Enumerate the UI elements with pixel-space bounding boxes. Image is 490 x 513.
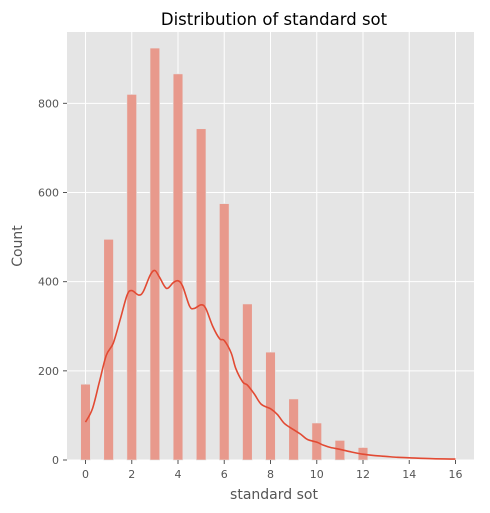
y-tick-label: 0 — [52, 454, 59, 467]
histogram-bar — [196, 129, 206, 460]
histogram-bar — [173, 74, 183, 460]
histogram-bar — [127, 94, 137, 460]
histogram-bar — [150, 48, 160, 460]
histogram-bar — [243, 304, 253, 460]
y-tick-label: 400 — [38, 276, 59, 289]
x-tick-label: 10 — [310, 468, 324, 481]
x-tick-label: 0 — [82, 468, 89, 481]
x-axis-label: standard sot — [230, 487, 318, 503]
histogram-bar — [81, 384, 91, 460]
chart-title: Distribution of standard sot — [161, 10, 388, 29]
x-tick-label: 8 — [267, 468, 274, 481]
x-tick-label: 2 — [128, 468, 135, 481]
x-tick-label: 16 — [449, 468, 463, 481]
y-tick-label: 800 — [38, 97, 59, 110]
histogram-bar — [219, 204, 229, 460]
y-tick-label: 600 — [38, 187, 59, 200]
y-axis-ticks: 0 200 400 600 800 — [38, 97, 67, 467]
x-tick-label: 6 — [221, 468, 228, 481]
y-axis-label: Count — [10, 225, 26, 267]
x-tick-label: 12 — [356, 468, 370, 481]
x-tick-label: 4 — [175, 468, 182, 481]
x-axis-ticks: 0 2 4 6 8 10 12 14 16 — [82, 460, 463, 481]
x-tick-label: 14 — [402, 468, 416, 481]
histogram-bar — [266, 352, 276, 460]
y-tick-label: 200 — [38, 365, 59, 378]
